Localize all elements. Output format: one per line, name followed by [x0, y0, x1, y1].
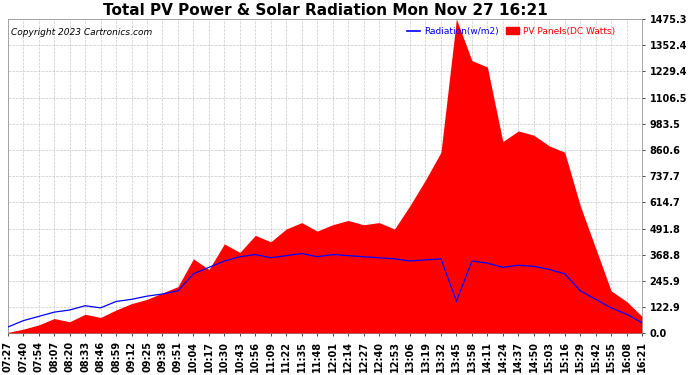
Title: Total PV Power & Solar Radiation Mon Nov 27 16:21: Total PV Power & Solar Radiation Mon Nov…: [103, 3, 547, 18]
Legend: Radiation(w/m2), PV Panels(DC Watts): Radiation(w/m2), PV Panels(DC Watts): [403, 24, 618, 40]
Text: Copyright 2023 Cartronics.com: Copyright 2023 Cartronics.com: [11, 28, 152, 38]
